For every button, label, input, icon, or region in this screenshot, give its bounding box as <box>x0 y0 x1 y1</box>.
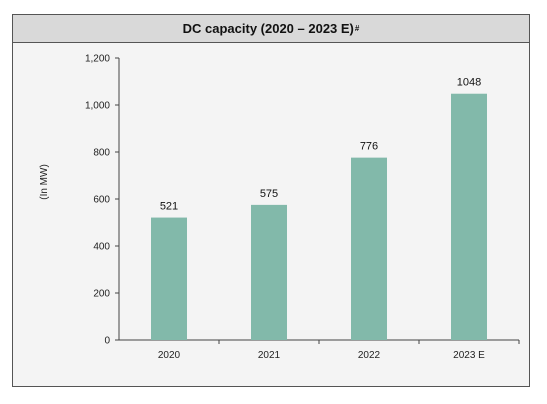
data-label: 521 <box>160 201 178 213</box>
data-label: 1048 <box>457 77 481 89</box>
bar-2022 <box>351 157 387 340</box>
y-tick-label: 400 <box>93 242 110 253</box>
data-label: 776 <box>360 141 378 153</box>
x-tick-label: 2023 E <box>453 350 485 361</box>
chart-title: DC capacity (2020 – 2023 E) <box>182 21 354 36</box>
x-tick-label: 2020 <box>158 350 181 361</box>
x-tick-label: 2022 <box>358 350 381 361</box>
y-axis-label: (In MW) <box>39 164 50 200</box>
bar-2023-e <box>451 93 487 340</box>
x-tick-label: 2021 <box>258 350 281 361</box>
y-tick-label: 800 <box>93 148 110 159</box>
y-tick-label: 200 <box>93 289 110 300</box>
y-tick-label: 600 <box>93 195 110 206</box>
y-tick-label: 1,000 <box>85 101 110 112</box>
chart-title-superscript: # <box>354 24 360 33</box>
y-tick-label: 0 <box>104 336 110 347</box>
y-tick-label: 1,200 <box>85 54 110 65</box>
bar-2020 <box>151 217 187 340</box>
data-label: 575 <box>260 188 278 200</box>
chart-title-bar: DC capacity (2020 – 2023 E) # <box>13 15 529 43</box>
bar-2021 <box>251 204 287 340</box>
